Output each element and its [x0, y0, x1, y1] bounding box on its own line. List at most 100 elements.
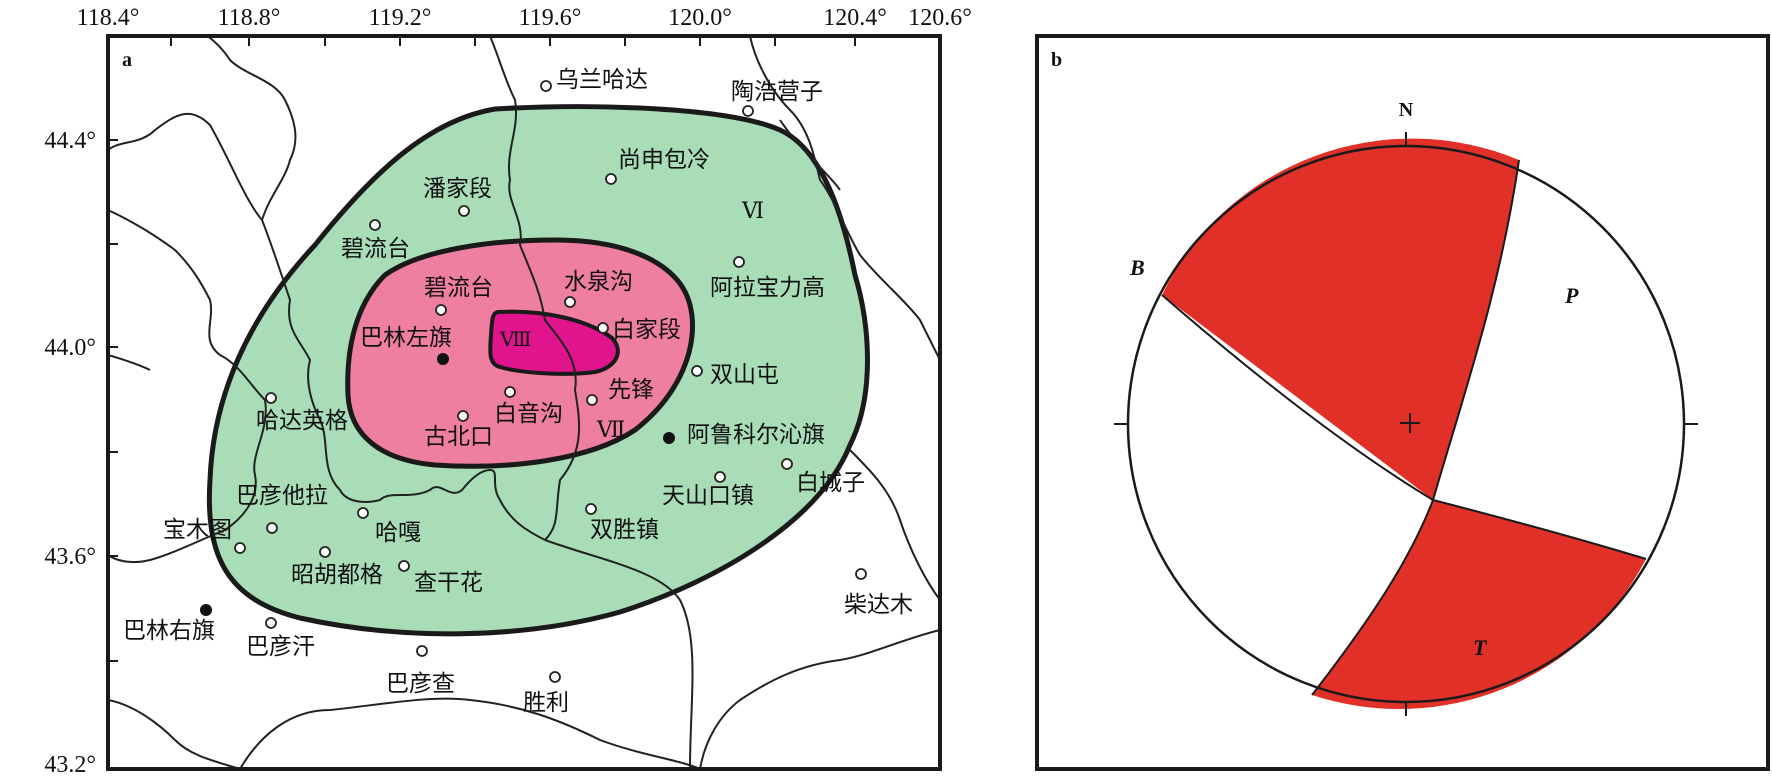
place-label: 巴彦查 — [386, 671, 455, 697]
place-label: 阿鲁科尔沁旗 — [687, 422, 825, 448]
place-label: 巴彦他拉 — [236, 483, 328, 509]
place-label: 白家段 — [612, 317, 681, 343]
place-marker — [781, 458, 793, 470]
boundary-line — [108, 354, 151, 371]
lon-tick-label: 118.4° — [77, 5, 140, 31]
place-marker — [319, 546, 331, 558]
boundary-line — [749, 36, 821, 181]
b-axis-label: B — [1129, 255, 1145, 280]
lon-tick-label: 119.6° — [519, 5, 582, 31]
intensity-viii-zone — [488, 309, 620, 376]
place-label: 白城子 — [796, 470, 865, 496]
lat-tick-label: 43.6° — [44, 544, 96, 570]
place-label: 水泉沟 — [564, 269, 633, 295]
boundary-line — [207, 36, 297, 221]
place-label: 碧流台 — [424, 275, 493, 301]
county-seat-markers — [200, 353, 675, 616]
lat-tick-label: 44.4° — [44, 128, 96, 154]
boundary-line — [699, 629, 940, 769]
lon-tick-label: 120.6° — [908, 5, 972, 31]
panel-b-frame — [1035, 34, 1770, 771]
intensity-vi-label: Ⅵ — [741, 198, 764, 223]
place-label: 尚申包冷 — [618, 147, 710, 173]
place-marker — [564, 296, 576, 308]
place-marker — [416, 645, 428, 657]
county-seat-marker — [663, 432, 675, 444]
place-label: 白音沟 — [494, 401, 563, 427]
nodal-plane — [1161, 294, 1647, 560]
p-axis-label: P — [1564, 283, 1579, 308]
place-marker — [398, 560, 410, 572]
place-label: 昭胡都格 — [291, 562, 383, 588]
intensity-vii-label: Ⅶ — [596, 417, 625, 442]
boundary-lines — [108, 36, 940, 769]
boundary-line — [108, 209, 267, 564]
boundary-line — [108, 112, 263, 221]
place-label: 双山屯 — [710, 362, 779, 388]
intensity-viii-label: Ⅷ — [499, 329, 532, 351]
place-marker — [586, 394, 598, 406]
place-marker — [357, 507, 369, 519]
place-marker — [691, 365, 703, 377]
place-label: 巴林右旗 — [123, 618, 215, 644]
county-seat-marker — [200, 604, 212, 616]
t-axis-label: T — [1473, 635, 1488, 660]
boundary-line — [819, 179, 940, 361]
boundary-line — [849, 449, 940, 601]
boundary-line — [544, 539, 694, 769]
place-marker — [457, 410, 469, 422]
place-label: 查干花 — [414, 570, 483, 596]
place-marker — [742, 105, 754, 117]
place-marker — [597, 322, 609, 334]
boundary-line — [239, 697, 701, 769]
place-label: 巴林左旗 — [360, 325, 452, 351]
place-marker — [585, 503, 597, 515]
place-label: 哈嘎 — [375, 520, 421, 546]
nodal-plane — [1311, 159, 1520, 696]
place-label: 陶浩营子 — [731, 79, 823, 105]
place-marker — [265, 392, 277, 404]
compressional-quadrant-upper — [1162, 138, 1519, 500]
lat-tick-label: 44.0° — [44, 335, 96, 361]
cardinal-ticks — [1114, 132, 1698, 716]
place-marker — [369, 219, 381, 231]
place-marker — [714, 471, 726, 483]
place-label: 乌兰哈达 — [556, 67, 648, 93]
lon-tick-label: 118.8° — [218, 5, 281, 31]
place-label: 哈达英格 — [256, 408, 348, 434]
place-marker — [266, 522, 278, 534]
place-marker — [605, 173, 617, 185]
place-label: 天山口镇 — [662, 483, 754, 509]
boundary-line — [779, 119, 841, 191]
map-frame — [106, 34, 942, 771]
place-label: 胜利 — [523, 690, 569, 716]
place-label: 双胜镇 — [590, 517, 659, 543]
boundary-line — [108, 699, 241, 769]
place-marker — [435, 304, 447, 316]
place-marker — [234, 542, 246, 554]
lon-tick-label: 119.2° — [369, 5, 432, 31]
lon-tick-label: 120.0° — [668, 5, 732, 31]
nodal-planes — [1161, 159, 1647, 696]
county-seat-marker — [437, 353, 449, 365]
place-markers — [234, 80, 867, 683]
place-marker — [504, 386, 516, 398]
place-label: 先锋 — [608, 377, 654, 403]
north-label: N — [1399, 99, 1414, 121]
boundary-line — [261, 219, 546, 541]
place-marker — [549, 671, 561, 683]
place-label: 潘家段 — [423, 176, 492, 202]
place-marker — [540, 80, 552, 92]
lat-tick-label: 43.2° — [44, 752, 96, 778]
place-label: 柴达木 — [844, 592, 913, 618]
place-marker — [265, 617, 277, 629]
place-marker — [458, 205, 470, 217]
place-label: 阿拉宝力高 — [710, 275, 825, 301]
tick-marks — [108, 36, 856, 662]
place-marker — [855, 568, 867, 580]
place-label: 古北口 — [424, 424, 493, 450]
place-marker — [733, 256, 745, 268]
compressional-quadrant-lower — [1312, 500, 1646, 710]
boundary-line — [489, 36, 581, 541]
